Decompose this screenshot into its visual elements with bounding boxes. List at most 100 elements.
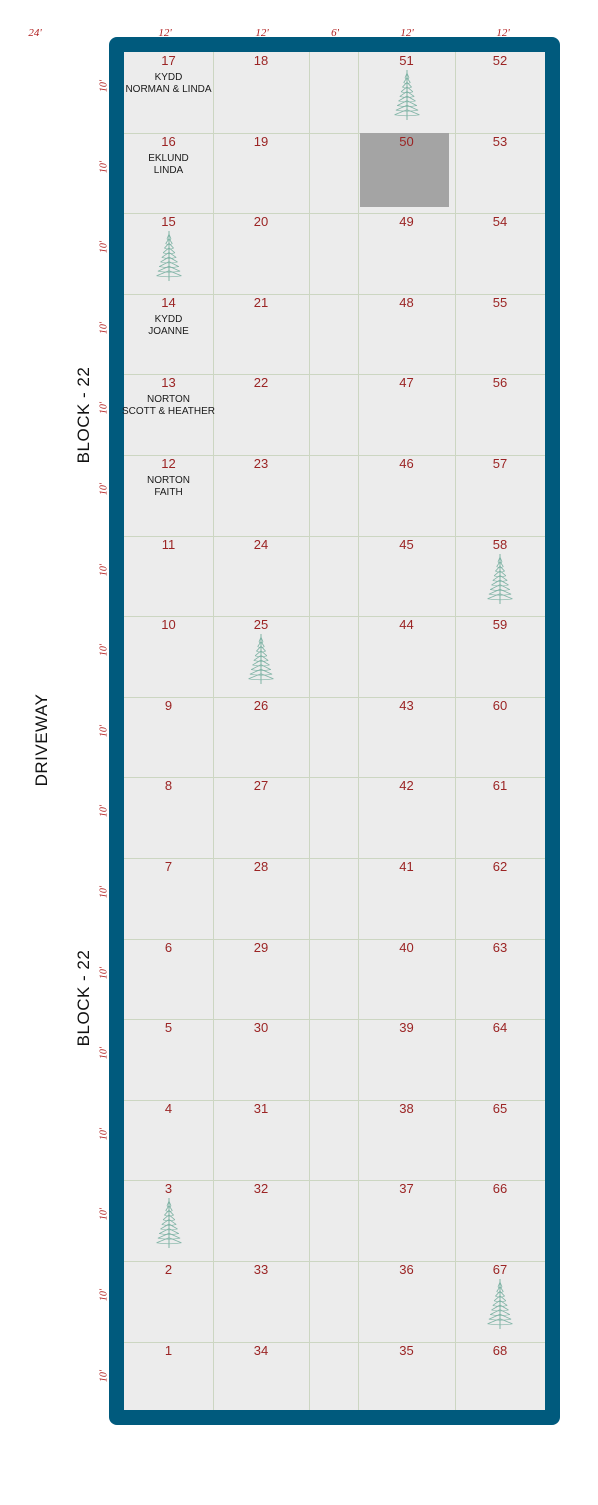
row-divider <box>124 374 545 375</box>
row-depth-dimension: 10' <box>98 966 110 979</box>
plot-48[interactable]: 48 <box>358 294 455 375</box>
plot-36[interactable]: 36 <box>358 1261 455 1342</box>
plot-68[interactable]: 68 <box>455 1342 545 1423</box>
plot-54[interactable]: 54 <box>455 213 545 294</box>
plot-number: 47 <box>399 375 414 391</box>
plot-46[interactable]: 46 <box>358 455 455 536</box>
plot-22[interactable]: 22 <box>213 374 309 455</box>
plot-number: 58 <box>492 536 508 552</box>
plot-17[interactable]: 17 KYDD NORMAN & LINDA <box>124 52 213 133</box>
plot-37[interactable]: 37 <box>358 1180 455 1261</box>
plot-number: 57 <box>492 456 508 471</box>
plot-owner-name: KYDD JOANNE <box>148 313 189 337</box>
plot-42[interactable]: 42 <box>358 777 455 858</box>
plot-24[interactable]: 24 <box>213 536 309 617</box>
plot-30[interactable]: 30 <box>213 1019 309 1100</box>
plot-number: 14 <box>161 294 176 310</box>
plot-43[interactable]: 43 <box>358 697 455 778</box>
plot-number: 53 <box>492 133 508 149</box>
plot-owner-name: EKLUND LINDA <box>148 152 189 176</box>
plot-45[interactable]: 45 <box>358 536 455 617</box>
plot-number: 29 <box>253 939 269 955</box>
plot-51[interactable]: 51 <box>358 52 455 133</box>
plot-2[interactable]: 2 <box>124 1261 213 1342</box>
plot-26[interactable]: 26 <box>213 697 309 778</box>
plot-12[interactable]: 12 NORTON FAITH <box>124 455 213 536</box>
tree-icon <box>155 231 182 282</box>
row-divider <box>124 1261 545 1262</box>
plot-number: 35 <box>399 1342 414 1358</box>
plot-50[interactable]: 50 <box>358 132 455 214</box>
plot-20[interactable]: 20 <box>213 213 309 294</box>
row-divider <box>124 939 545 940</box>
reserved-plot-shade <box>360 132 449 208</box>
plot-number: 41 <box>399 859 414 874</box>
plot-3[interactable]: 3 <box>124 1180 213 1261</box>
row-depth-dimension: 10' <box>98 160 110 173</box>
plot-41[interactable]: 41 <box>358 858 455 939</box>
plot-53[interactable]: 53 <box>455 133 545 214</box>
plot-67[interactable]: 67 <box>455 1261 545 1342</box>
plot-38[interactable]: 38 <box>358 1100 455 1181</box>
plot-44[interactable]: 44 <box>358 616 455 697</box>
plot-60[interactable]: 60 <box>455 697 545 778</box>
plot-56[interactable]: 56 <box>455 374 545 455</box>
plot-number: 62 <box>492 859 508 874</box>
plot-61[interactable]: 61 <box>455 777 545 858</box>
plot-58[interactable]: 58 <box>455 536 545 617</box>
plot-47[interactable]: 47 <box>358 374 455 455</box>
plot-7[interactable]: 7 <box>124 858 213 939</box>
plot-65[interactable]: 65 <box>455 1100 545 1181</box>
plot-14[interactable]: 14 KYDD JOANNE <box>124 294 213 375</box>
plot-55[interactable]: 55 <box>455 294 545 375</box>
row-depth-dimension: 10' <box>98 241 110 254</box>
row-depth-dimension: 10' <box>98 724 110 737</box>
plot-5[interactable]: 5 <box>124 1019 213 1100</box>
plot-25[interactable]: 25 <box>213 616 309 697</box>
plot-10[interactable]: 10 <box>124 616 213 697</box>
plot-34[interactable]: 34 <box>213 1342 309 1423</box>
plot-23[interactable]: 23 <box>213 455 309 536</box>
plot-27[interactable]: 27 <box>213 777 309 858</box>
plot-63[interactable]: 63 <box>455 939 545 1020</box>
plot-52[interactable]: 52 <box>455 52 545 133</box>
plot-49[interactable]: 49 <box>358 213 455 294</box>
plot-number: 36 <box>399 1262 414 1277</box>
plot-64[interactable]: 64 <box>455 1019 545 1100</box>
plot-33[interactable]: 33 <box>213 1261 309 1342</box>
plot-owner-name: KYDD NORMAN & LINDA <box>125 72 212 95</box>
plot-number: 50 <box>399 133 414 149</box>
plot-31[interactable]: 31 <box>213 1100 309 1181</box>
plot-number: 24 <box>253 536 269 552</box>
plot-40[interactable]: 40 <box>358 939 455 1020</box>
plot-6[interactable]: 6 <box>124 939 213 1020</box>
plot-28[interactable]: 28 <box>213 858 309 939</box>
plot-number: 60 <box>492 697 508 713</box>
plot-35[interactable]: 35 <box>358 1342 455 1423</box>
plot-15[interactable]: 15 <box>124 213 213 294</box>
plot-57[interactable]: 57 <box>455 455 545 536</box>
plot-18[interactable]: 18 <box>213 52 309 133</box>
width-dimension: 6' <box>331 27 339 39</box>
plot-11[interactable]: 11 <box>124 536 213 617</box>
plot-32[interactable]: 32 <box>213 1180 309 1261</box>
row-divider <box>124 616 545 617</box>
plot-16[interactable]: 16 EKLUND LINDA <box>124 133 213 214</box>
plot-19[interactable]: 19 <box>213 133 309 214</box>
plot-1[interactable]: 1 <box>124 1342 213 1423</box>
plot-13[interactable]: 13 NORTON SCOTT & HEATHER <box>122 374 215 455</box>
plot-21[interactable]: 21 <box>213 294 309 375</box>
plot-66[interactable]: 66 <box>455 1180 545 1261</box>
plot-number: 18 <box>253 53 269 68</box>
plot-39[interactable]: 39 <box>358 1019 455 1100</box>
plot-29[interactable]: 29 <box>213 939 309 1020</box>
plot-number: 33 <box>253 1262 269 1277</box>
plot-9[interactable]: 9 <box>124 697 213 778</box>
plot-4[interactable]: 4 <box>124 1100 213 1181</box>
plot-number: 61 <box>492 778 508 794</box>
plot-62[interactable]: 62 <box>455 858 545 939</box>
plot-8[interactable]: 8 <box>124 777 213 858</box>
plot-number: 65 <box>492 1100 508 1116</box>
plot-59[interactable]: 59 <box>455 616 545 697</box>
plot-number: 51 <box>399 53 414 68</box>
